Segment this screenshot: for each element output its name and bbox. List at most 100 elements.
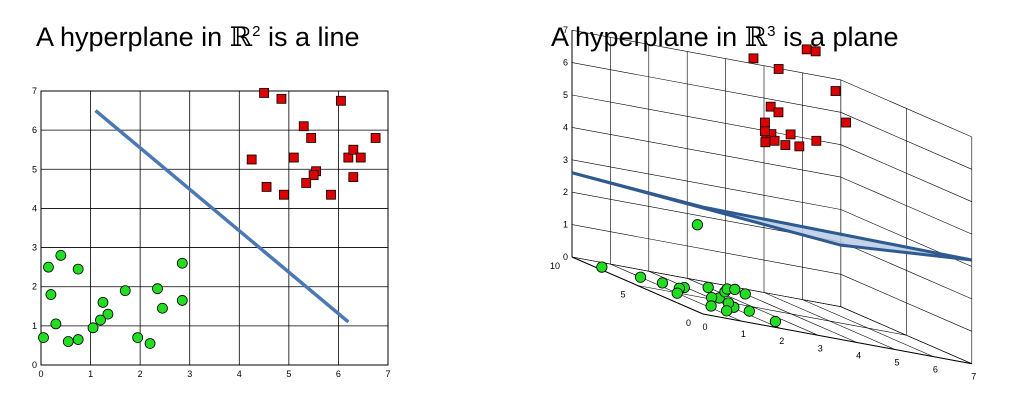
green-circle-point [157, 302, 168, 314]
green-circle-point [38, 332, 49, 344]
red-square-point [246, 154, 257, 165]
hyperplane-line [94, 109, 350, 324]
left-title-post: is a line [260, 22, 360, 52]
green-circle-point [671, 287, 683, 299]
red-square-point [773, 107, 784, 118]
x-tick-label: 5 [286, 369, 291, 379]
x-tick-label: 6 [933, 365, 938, 375]
real-space-symbol: ℝ [744, 22, 768, 53]
green-circle-point [596, 261, 608, 273]
red-square-point [801, 44, 812, 55]
side-wall-gridline [840, 176, 972, 235]
x-tick-label: 4 [237, 369, 242, 379]
green-circle-point [144, 338, 156, 349]
y-tick-label: 10 [550, 261, 560, 271]
red-square-point [276, 93, 287, 104]
side-wall-gridline [840, 112, 972, 170]
green-circle-point [152, 283, 163, 295]
side-wall-gridline [840, 144, 972, 202]
y-tick-label: 5 [32, 164, 37, 174]
green-circle-point [102, 308, 114, 320]
floor-gridline [571, 256, 841, 307]
red-square-point [259, 88, 269, 98]
back-wall-gridline [571, 29, 841, 81]
back-wall-gridline [571, 127, 841, 178]
y-tick-label: 6 [32, 125, 37, 135]
red-square-point [308, 170, 319, 181]
back-wall-gridline [571, 62, 841, 113]
x-tick-label: 2 [138, 369, 143, 379]
red-square-point [748, 53, 759, 64]
green-circle-point [87, 322, 99, 334]
red-square-point [773, 64, 784, 74]
red-square-point [336, 95, 346, 106]
left-chart-title: A hyperplane in ℝ2 is a line [36, 22, 360, 53]
x-tick-label: 4 [856, 350, 861, 360]
red-square-point [301, 178, 312, 188]
green-circle-point [691, 219, 704, 231]
x-tick-label: 2 [779, 336, 784, 346]
red-square-point [769, 135, 780, 146]
red-square-point [261, 181, 272, 192]
x-tick-label: 7 [385, 369, 390, 379]
z-tick-label: 2 [563, 187, 568, 197]
red-square-point [298, 121, 309, 132]
green-circle-point [97, 296, 109, 308]
x-tick-label: 5 [894, 358, 899, 368]
hyperplane-plane [571, 171, 973, 262]
red-square-point [348, 144, 359, 155]
y-tick-label: 1 [32, 321, 37, 331]
green-circle-point [721, 305, 733, 317]
x-tick-label: 3 [818, 343, 823, 353]
green-circle-point [50, 318, 62, 330]
left-title-pre: A hyperplane in [36, 22, 230, 52]
y-tick-label: 5 [620, 290, 625, 300]
green-circle-point [769, 315, 782, 328]
side-wall-gridline [840, 79, 972, 138]
z-tick-label: 7 [563, 25, 568, 35]
red-square-point [780, 140, 791, 150]
side-wall-gridline [840, 274, 972, 332]
x-tick-label: 1 [88, 369, 93, 379]
green-circle-point [705, 300, 717, 312]
y-tick-label: 0 [686, 318, 691, 328]
green-circle-point [656, 277, 669, 289]
right-title-pre: A hyperplane in [551, 22, 745, 52]
green-circle-point [729, 283, 741, 295]
z-tick-label: 4 [563, 122, 568, 132]
red-square-point [306, 133, 317, 143]
green-circle-point [176, 257, 188, 269]
z-tick-label: 0 [563, 252, 568, 262]
green-circle-point [55, 249, 67, 261]
green-circle-point [739, 288, 751, 300]
red-square-point [759, 126, 770, 137]
red-square-point [794, 141, 805, 152]
green-circle-point [119, 285, 131, 297]
green-circle-point [702, 281, 714, 294]
z-tick-label: 6 [563, 58, 568, 68]
z-tick-label: 3 [563, 155, 568, 165]
red-square-point [278, 189, 289, 200]
green-circle-point [72, 263, 84, 275]
y-tick-label: 2 [32, 282, 37, 292]
red-square-point [348, 172, 359, 183]
x-tick-label: 3 [187, 369, 192, 379]
x-axis-line [702, 313, 972, 365]
red-square-point [760, 117, 770, 128]
y-axis-line [571, 256, 704, 315]
green-circle-point [43, 261, 54, 273]
x-tick-label: 6 [336, 369, 341, 379]
dimension-exponent: 3 [767, 23, 776, 40]
y-tick-label: 3 [32, 243, 37, 253]
x-tick-label: 0 [702, 322, 707, 332]
red-square-point [811, 135, 822, 146]
y-tick-label: 0 [32, 360, 37, 370]
red-square-point [760, 137, 771, 148]
dimension-exponent: 2 [252, 23, 261, 40]
side-wall-gridline [840, 241, 972, 300]
red-square-point [343, 152, 354, 163]
red-square-point [355, 152, 366, 163]
red-square-point [288, 152, 299, 163]
back-wall-gridline [571, 94, 841, 145]
